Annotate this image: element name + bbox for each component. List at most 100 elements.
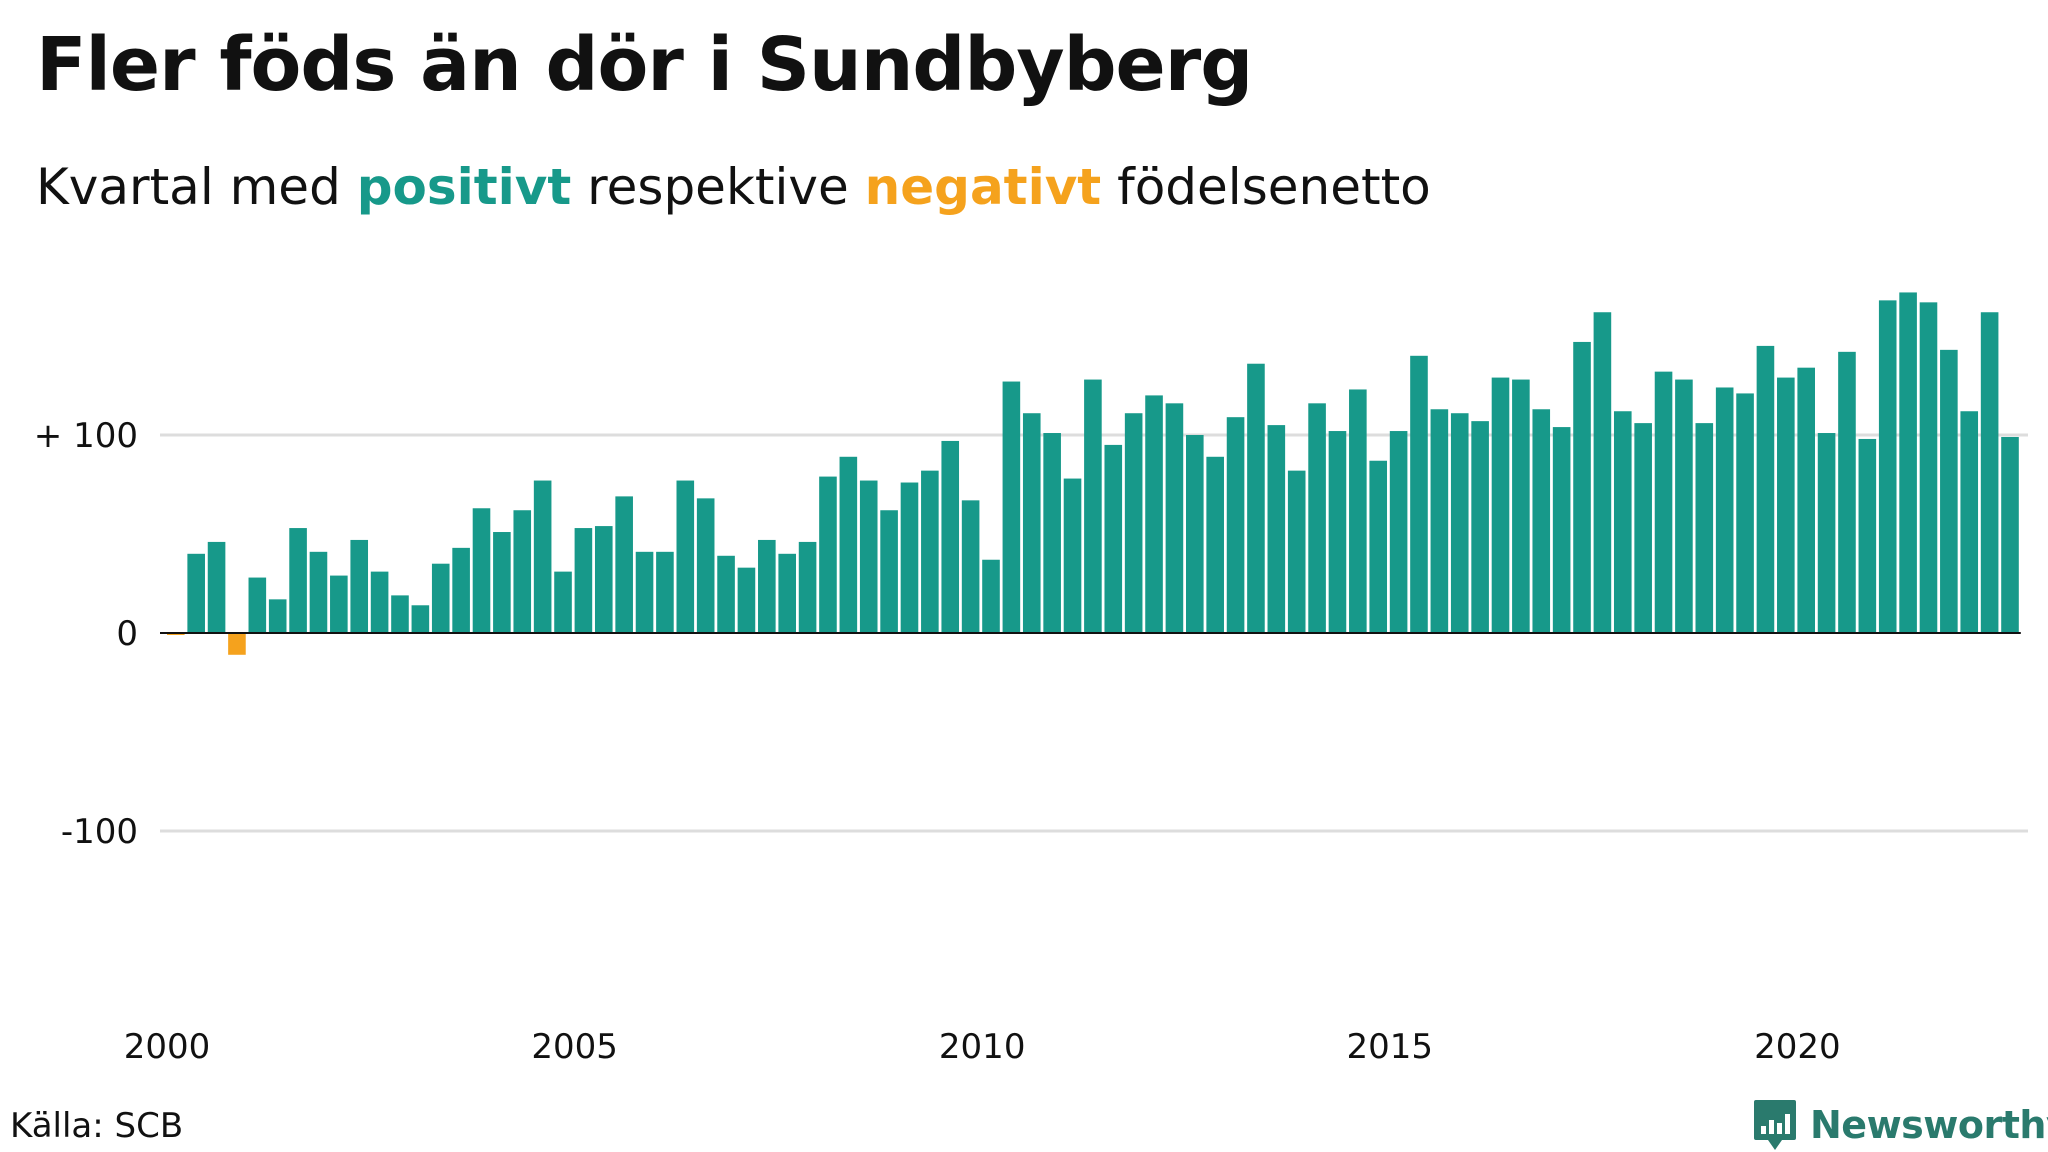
bar-positive: [758, 539, 776, 633]
bar-positive: [1960, 411, 1979, 633]
bar-positive: [839, 456, 858, 633]
bar-positive: [676, 480, 695, 633]
source-note: Källa: SCB: [10, 1106, 184, 1146]
bar-positive: [1328, 431, 1347, 633]
bar-positive: [1308, 403, 1326, 633]
bar-positive: [2001, 436, 2019, 633]
bar-positive: [350, 539, 369, 633]
bar-positive: [1634, 423, 1652, 633]
bar-positive: [268, 599, 287, 633]
bar-positive: [411, 605, 430, 633]
bar-positive: [921, 470, 939, 633]
x-tick-label: 2015: [1347, 1027, 1434, 1067]
newsworthy-logo: Newsworthy: [1752, 1098, 2048, 1152]
bar-positive: [1878, 300, 1897, 633]
newsworthy-logo-text: Newsworthy: [1810, 1103, 2048, 1147]
bar-positive: [1715, 387, 1734, 633]
bar-positive: [391, 595, 409, 633]
bar-positive: [1940, 349, 1958, 633]
bar-positive: [452, 547, 470, 633]
chart-title: Fler föds än dör i Sundbyberg: [36, 22, 1253, 108]
bar-positive: [1899, 292, 1917, 633]
bar-positive: [1430, 409, 1449, 633]
bar-positive: [696, 498, 715, 633]
bar-positive: [1613, 411, 1632, 633]
bar-positive: [1145, 395, 1163, 633]
x-tick-label: 2005: [531, 1027, 618, 1067]
bar-positive: [900, 482, 919, 633]
subtitle-suffix: födelsenetto: [1101, 158, 1431, 216]
bar-positive: [1532, 409, 1551, 633]
bar-positive: [1552, 427, 1571, 633]
bar-positive: [493, 532, 511, 633]
bar-negative: [228, 633, 246, 655]
bar-positive: [1675, 379, 1693, 633]
bar-positive: [859, 480, 878, 633]
bar-positive: [1267, 425, 1286, 633]
bar-positive: [513, 510, 532, 633]
bar-positive: [289, 528, 307, 633]
bar-positive: [1838, 351, 1856, 633]
bar-positive: [574, 528, 593, 633]
bar-positive: [207, 541, 226, 633]
bar-positive: [1573, 341, 1591, 633]
bar-positive: [1777, 377, 1795, 633]
bar-positive: [1104, 444, 1123, 633]
bar-positive: [370, 571, 389, 633]
bar-positive: [1471, 421, 1489, 633]
bar-positive: [717, 555, 735, 633]
bar-positive: [1349, 389, 1367, 633]
bar-positive: [594, 526, 613, 633]
bar-positive: [1654, 371, 1673, 633]
bar-positive: [635, 551, 654, 633]
bar-positive: [431, 563, 450, 633]
y-tick-label: -100: [61, 812, 138, 852]
bar-positive: [819, 476, 837, 633]
bar-positive: [1450, 413, 1469, 633]
y-tick-label: 0: [116, 614, 138, 654]
bar-positive: [615, 496, 633, 633]
bar-positive: [737, 567, 756, 633]
x-tick-label: 2000: [124, 1027, 211, 1067]
y-tick-label: + 100: [34, 416, 138, 456]
bar-positive: [330, 575, 348, 633]
subtitle-middle: respektive: [571, 158, 865, 216]
bar-positive: [533, 480, 552, 633]
bar-positive: [1410, 355, 1428, 633]
bar-positive: [982, 559, 1000, 633]
bar-positive: [1063, 478, 1082, 633]
bar-positive: [1491, 377, 1510, 633]
bar-positive: [1817, 433, 1836, 633]
newsworthy-logo-icon: [1754, 1100, 1796, 1150]
bar-positive: [1247, 363, 1265, 633]
bar-positive: [1980, 312, 1999, 633]
bar-positive: [1858, 438, 1877, 633]
bar-positive: [1756, 345, 1775, 633]
bar-positive: [1002, 381, 1021, 633]
bar-positive: [1084, 379, 1102, 633]
bar-positive: [1389, 431, 1408, 633]
bar-positive: [1186, 435, 1204, 633]
bar-positive: [1165, 403, 1184, 633]
subtitle-negative-word: negativt: [864, 158, 1102, 216]
bar-positive: [1512, 379, 1530, 633]
bar-positive: [1226, 417, 1245, 633]
bar-positive: [880, 510, 898, 633]
bar-positive: [554, 571, 572, 633]
bar-positive: [1369, 460, 1388, 633]
bar-positive: [1695, 423, 1714, 633]
subtitle-positive-word: positivt: [356, 158, 572, 216]
bar-positive: [1919, 302, 1938, 633]
bar-positive: [778, 553, 796, 633]
bar-positive: [1124, 413, 1143, 633]
bar-positive: [1287, 470, 1306, 633]
bar-positive: [248, 577, 267, 633]
bar-positive: [1043, 433, 1061, 633]
chart-subtitle: Kvartal med positivt respektive negativt…: [36, 158, 1431, 216]
bar-positive: [1022, 413, 1041, 633]
bar-positive: [656, 551, 674, 633]
bar-positive: [187, 553, 205, 633]
x-tick-label: 2010: [939, 1027, 1026, 1067]
bar-positive: [1593, 312, 1612, 633]
